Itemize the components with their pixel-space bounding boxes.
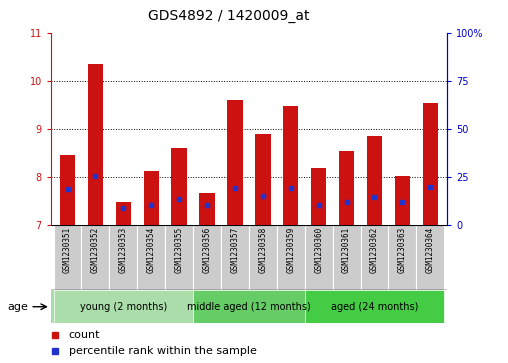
Text: GSM1230351: GSM1230351 xyxy=(63,227,72,273)
Bar xyxy=(81,225,109,290)
Text: GSM1230357: GSM1230357 xyxy=(231,227,239,273)
Text: percentile rank within the sample: percentile rank within the sample xyxy=(69,346,257,356)
Bar xyxy=(165,225,193,290)
Text: GDS4892 / 1420009_at: GDS4892 / 1420009_at xyxy=(148,9,309,23)
Bar xyxy=(144,171,159,225)
Text: aged (24 months): aged (24 months) xyxy=(331,302,418,312)
Bar xyxy=(339,151,354,225)
Text: GSM1230352: GSM1230352 xyxy=(91,227,100,273)
Text: GSM1230354: GSM1230354 xyxy=(147,227,156,273)
Text: GSM1230363: GSM1230363 xyxy=(398,227,407,273)
Bar xyxy=(249,225,277,290)
Text: GSM1230361: GSM1230361 xyxy=(342,227,351,273)
Bar xyxy=(305,290,444,323)
Bar xyxy=(53,225,81,290)
Bar xyxy=(417,225,444,290)
Bar xyxy=(361,225,389,290)
Bar xyxy=(221,225,249,290)
Bar xyxy=(60,155,75,225)
Bar xyxy=(283,106,299,225)
Bar xyxy=(423,103,438,225)
Bar xyxy=(367,136,382,225)
Bar xyxy=(333,225,361,290)
Bar xyxy=(199,193,215,225)
Bar xyxy=(116,203,131,225)
Bar xyxy=(305,225,333,290)
Bar xyxy=(172,148,187,225)
Bar xyxy=(389,225,417,290)
Bar xyxy=(193,225,221,290)
Bar xyxy=(227,100,243,225)
Text: GSM1230359: GSM1230359 xyxy=(287,227,295,273)
Text: age: age xyxy=(8,302,28,312)
Bar xyxy=(277,225,305,290)
Text: young (2 months): young (2 months) xyxy=(80,302,167,312)
Text: GSM1230353: GSM1230353 xyxy=(119,227,128,273)
Bar xyxy=(395,176,410,225)
Text: GSM1230362: GSM1230362 xyxy=(370,227,379,273)
Text: count: count xyxy=(69,330,100,340)
Text: GSM1230358: GSM1230358 xyxy=(259,227,267,273)
Bar xyxy=(193,290,305,323)
Bar xyxy=(311,168,326,225)
Text: GSM1230355: GSM1230355 xyxy=(175,227,184,273)
Text: GSM1230364: GSM1230364 xyxy=(426,227,435,273)
Bar xyxy=(137,225,165,290)
Bar xyxy=(255,134,271,225)
Bar xyxy=(109,225,137,290)
Text: GSM1230360: GSM1230360 xyxy=(314,227,323,273)
Bar xyxy=(53,290,193,323)
Bar xyxy=(88,64,103,225)
Text: middle aged (12 months): middle aged (12 months) xyxy=(187,302,311,312)
Text: GSM1230356: GSM1230356 xyxy=(203,227,211,273)
